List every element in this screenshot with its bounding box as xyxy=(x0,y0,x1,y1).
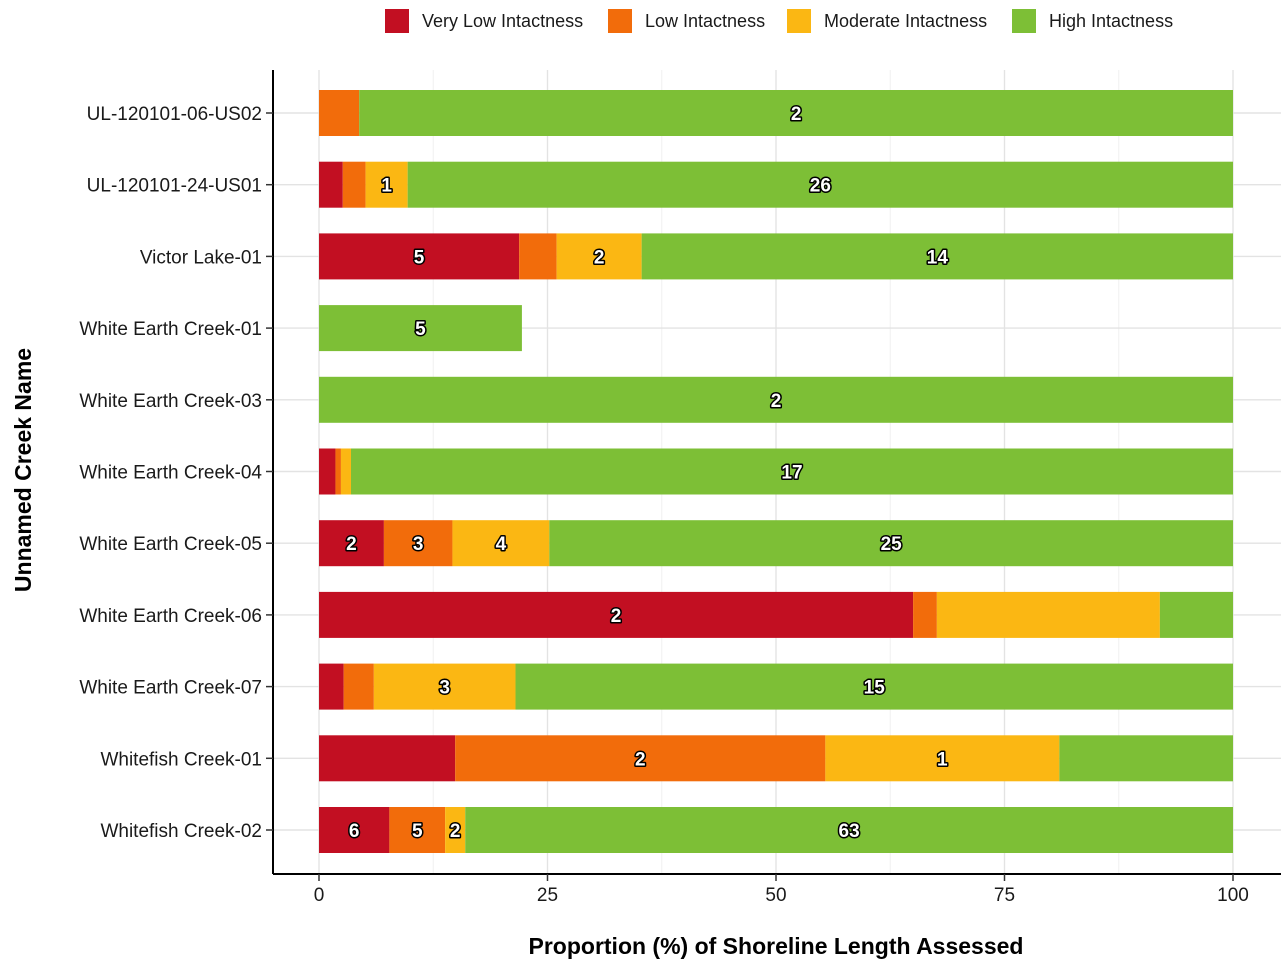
x-tick-label: 100 xyxy=(1217,885,1249,906)
legend-swatch xyxy=(608,9,632,33)
y-tick-label: White Earth Creek-06 xyxy=(79,606,262,627)
bar-segment xyxy=(549,520,1233,567)
bar-data-label: 5 xyxy=(415,319,426,340)
bar-segment xyxy=(319,305,522,352)
y-tick-label: Whitefish Creek-02 xyxy=(100,821,262,842)
y-tick-label: Whitefish Creek-01 xyxy=(100,749,262,770)
y-tick-label: Victor Lake-01 xyxy=(140,247,262,268)
bar-segment xyxy=(936,591,1160,638)
bar-segment xyxy=(319,520,384,567)
bar-segment xyxy=(913,591,937,638)
bar-segment xyxy=(319,376,1233,423)
bar-segment xyxy=(319,735,456,782)
bar-segment xyxy=(556,233,642,280)
bar-segment xyxy=(343,663,374,710)
bar-segment xyxy=(319,448,336,495)
x-tick-label: 50 xyxy=(765,885,786,906)
bar-segment xyxy=(452,520,550,567)
y-tick-label: UL-120101-24-US01 xyxy=(87,176,262,197)
bar-segment xyxy=(319,663,344,710)
bar-segment xyxy=(1159,591,1233,638)
bar-data-label: 2 xyxy=(635,749,646,770)
bar-data-label: 25 xyxy=(881,534,903,555)
legend-swatch xyxy=(787,9,811,33)
bar-data-label: 26 xyxy=(810,176,831,197)
legend-label: High Intactness xyxy=(1049,11,1174,31)
bar-segment xyxy=(359,90,1233,136)
legend-label: Low Intactness xyxy=(645,11,766,31)
bar-segment xyxy=(641,233,1233,280)
x-axis-title: Proportion (%) of Shoreline Length Asses… xyxy=(529,933,1024,959)
bar-segment xyxy=(319,591,914,638)
bar-data-label: 6 xyxy=(349,821,360,842)
bar-data-label: 3 xyxy=(413,534,424,555)
bar-data-label: 63 xyxy=(839,821,860,842)
bar-data-label: 5 xyxy=(414,247,425,268)
bars: 2 1 26 5 2 14 5 2 17 2 3 4 25 2 3 15 2 1 6 5 2 63 xyxy=(319,90,1234,853)
y-tick-label: White Earth Creek-05 xyxy=(79,534,262,555)
bar-data-label: 5 xyxy=(412,821,423,842)
bar-data-label: 3 xyxy=(439,678,450,699)
bar-segment xyxy=(515,663,1233,710)
x-tick-labels: 0 25 50 75 100 xyxy=(314,885,1249,906)
y-tick-label: UL-120101-06-US02 xyxy=(87,104,262,125)
bar-data-label: 15 xyxy=(864,678,886,699)
bar-segment xyxy=(342,161,366,208)
bar-segment xyxy=(350,448,1233,495)
bar-data-label: 2 xyxy=(611,606,622,627)
bar-segment xyxy=(319,807,390,853)
y-axis-title: Unnamed Creek Name xyxy=(10,348,36,592)
bar-data-label: 14 xyxy=(927,247,949,268)
bar-data-label: 2 xyxy=(594,247,605,268)
bar-segment xyxy=(335,448,341,495)
y-tick-label: White Earth Creek-07 xyxy=(79,678,262,699)
bar-segment xyxy=(319,90,360,136)
bar-segment xyxy=(340,448,351,495)
bar-segment xyxy=(365,161,408,208)
bar-segment xyxy=(373,663,516,710)
legend-swatch xyxy=(1012,9,1036,33)
bar-segment xyxy=(319,161,343,208)
bar-segment xyxy=(445,807,466,853)
bar-segment xyxy=(519,233,557,280)
bar-segment xyxy=(465,807,1233,853)
legend-swatch xyxy=(385,9,409,33)
legend-label: Moderate Intactness xyxy=(824,11,988,31)
y-tick-labels: UL-120101-06-US02 UL-120101-24-US01 Victor… xyxy=(79,104,262,842)
bar-data-label: 1 xyxy=(381,176,392,197)
bar-data-label: 2 xyxy=(450,821,461,842)
bar-data-label: 2 xyxy=(771,391,782,412)
legend-label: Very Low Intactness xyxy=(422,11,584,31)
x-tick-label: 0 xyxy=(314,885,325,906)
legend: Very Low Intactness Low Intactness Moderat… xyxy=(0,8,1281,36)
bar-segment xyxy=(1059,735,1233,782)
bar-segment xyxy=(455,735,826,782)
bar-segment xyxy=(389,807,446,853)
bar-data-label: 1 xyxy=(937,749,948,770)
x-tick-label: 75 xyxy=(994,885,1015,906)
bar-segment xyxy=(319,233,520,280)
bar-data-label: 2 xyxy=(346,534,357,555)
y-tick-label: White Earth Creek-01 xyxy=(79,319,262,340)
y-tick-label: White Earth Creek-03 xyxy=(79,391,262,412)
bar-data-label: 17 xyxy=(781,463,802,484)
y-tick-label: White Earth Creek-04 xyxy=(79,463,262,484)
bar-segment xyxy=(407,161,1234,208)
bar-segment xyxy=(825,735,1060,782)
axes xyxy=(266,70,1281,881)
bar-data-label: 2 xyxy=(791,104,802,125)
bar-segment xyxy=(383,520,453,567)
x-tick-label: 25 xyxy=(537,885,558,906)
bar-data-label: 4 xyxy=(496,534,507,555)
